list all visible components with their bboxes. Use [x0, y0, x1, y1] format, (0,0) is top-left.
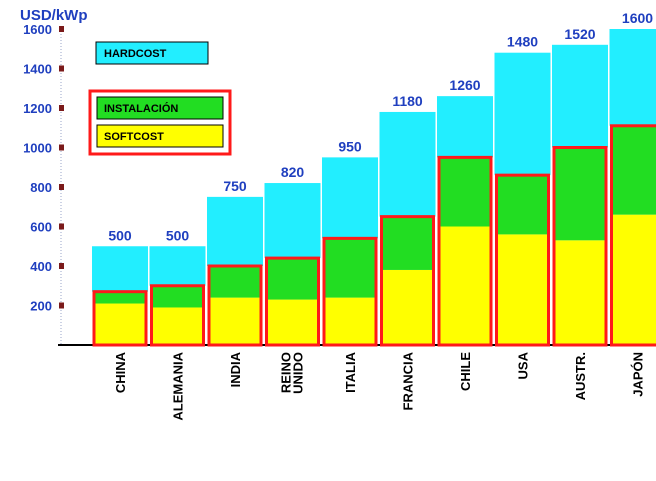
bar-outline	[610, 124, 656, 347]
y-tick-mark	[59, 26, 64, 32]
bar-outline	[495, 173, 550, 347]
bar-hardcost	[322, 157, 378, 239]
y-axis-ticks: 200 400 600 800 1000 1200 1400 1600	[23, 22, 64, 314]
y-tick-mark	[59, 302, 64, 309]
y-axis-title: USD/kWp	[20, 7, 88, 24]
bar-outline	[437, 155, 493, 347]
total-label: 1600	[622, 10, 653, 26]
bar-softcost	[324, 297, 376, 345]
bar-softcost	[611, 214, 656, 345]
category-label: CHILE	[458, 352, 473, 391]
y-tick-mark	[59, 65, 64, 72]
y-tick-label: 600	[30, 220, 52, 235]
category-label: JAPÓN	[631, 352, 646, 397]
category-label: USA	[516, 351, 531, 379]
legend-instalacion-swatch	[96, 96, 224, 120]
bar-instalacion	[266, 258, 319, 300]
total-label: 950	[338, 138, 362, 154]
bar-softcost	[151, 307, 204, 345]
bar-outline	[380, 215, 435, 347]
total-label: 500	[108, 227, 132, 243]
total-label: 500	[166, 227, 190, 243]
bar-softcost	[496, 234, 549, 345]
bar-outline	[207, 264, 263, 347]
category-label: ITALIA	[343, 351, 358, 393]
category-labels: CHINA ALEMANIA INDIA REINOUNIDO ITALIA FRANCI…	[113, 351, 646, 420]
y-tick-label: 1400	[23, 62, 52, 77]
y-tick-label: 800	[30, 180, 52, 195]
bar-softcost	[439, 226, 491, 345]
legend-group-frame	[88, 89, 232, 156]
total-label: 1520	[564, 26, 595, 42]
y-tick-mark	[59, 144, 64, 151]
y-tick-mark	[59, 184, 64, 190]
bar-instalacion	[151, 285, 204, 308]
total-label: 750	[223, 178, 247, 194]
category-label: CHINA	[113, 351, 128, 393]
bar-hardcost	[437, 96, 493, 158]
bar-outline	[150, 284, 205, 347]
bar-softcost	[94, 303, 146, 345]
legend-softcost-swatch	[96, 124, 224, 148]
total-labels: 500 500 750 820 950 1180 1260 1480 1520 1600	[108, 10, 653, 243]
bar-instalacion	[324, 238, 376, 298]
bar-instalacion	[611, 125, 656, 215]
y-tick-label: 1600	[23, 22, 52, 37]
bar-hardcost	[92, 246, 148, 292]
category-label: AUSTR.	[573, 352, 588, 400]
bar-softcost	[554, 240, 606, 345]
total-label: 1480	[507, 34, 538, 50]
legend-hardcost: HARDCOST	[95, 41, 209, 65]
bar-instalacion	[439, 157, 491, 227]
bar-hardcost	[149, 246, 206, 286]
bars	[92, 29, 656, 347]
bar-outline	[92, 290, 148, 347]
bar-outline	[265, 256, 320, 347]
category-label: FRANCIA	[401, 351, 416, 410]
legend-hardcost-swatch	[95, 41, 209, 65]
legend-hardcost-label: HARDCOST	[104, 48, 167, 60]
bar-hardcost	[494, 52, 551, 176]
bar-hardcost	[207, 196, 263, 266]
bar-instalacion	[381, 216, 434, 270]
total-label: 1260	[449, 77, 480, 93]
y-tick-mark	[59, 263, 64, 269]
legend-instalacion-label: INSTALACIÓN	[104, 102, 178, 115]
bar-hardcost	[552, 44, 608, 148]
bar-hardcost	[264, 183, 321, 259]
bar-softcost	[266, 299, 319, 345]
legend-softcost-label: SOFTCOST	[104, 131, 164, 143]
legend-group: INSTALACIÓN SOFTCOST	[88, 89, 232, 156]
bar-hardcost	[609, 29, 656, 126]
y-tick-label: 200	[30, 299, 52, 314]
total-label: 1180	[392, 93, 423, 109]
y-tick-mark	[59, 105, 64, 111]
bar-instalacion	[496, 175, 549, 235]
category-label: ALEMANIA	[171, 351, 186, 420]
bar-outline	[552, 146, 608, 347]
y-tick-label: 1000	[23, 141, 52, 156]
y-tick-label: 1200	[23, 101, 52, 116]
total-label: 820	[281, 164, 305, 180]
bar-instalacion	[209, 266, 261, 298]
bar-hardcost	[379, 111, 436, 217]
bar-instalacion	[94, 291, 146, 304]
category-label: INDIA	[228, 351, 243, 387]
y-tick-mark	[59, 223, 64, 230]
bar-softcost	[209, 297, 261, 345]
y-tick-label: 400	[30, 259, 52, 274]
bar-outline	[322, 236, 378, 347]
category-label: REINOUNIDO	[279, 352, 306, 394]
bar-softcost	[381, 269, 434, 345]
bar-instalacion	[554, 147, 606, 241]
